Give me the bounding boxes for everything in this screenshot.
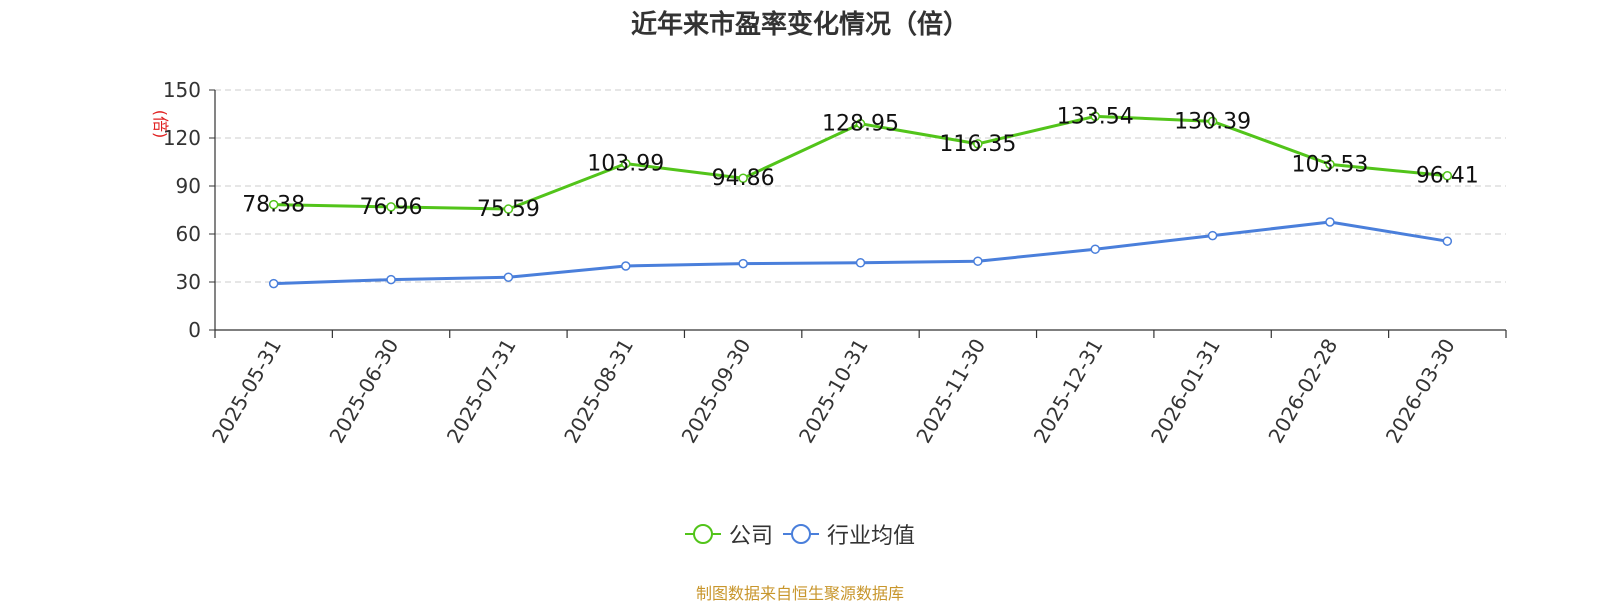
data-label: 116.35 [939, 132, 1016, 157]
data-point [386, 274, 396, 285]
series-lines [268, 111, 1453, 289]
series-line [273, 220, 1448, 286]
x-tick-label: 2025-05-31 [207, 335, 286, 448]
line-chart: 0 30 60 90 120 150 2025-05-31 2025-06-30 2025-07… [151, 78, 1507, 448]
data-point [621, 261, 631, 271]
data-label: 130.39 [1174, 109, 1251, 134]
y-tick-label: 90 [176, 174, 201, 198]
y-tick-label: 150 [163, 78, 201, 102]
data-point [268, 278, 279, 289]
y-tick-label: 120 [163, 126, 201, 150]
data-point [973, 256, 983, 266]
data-point [855, 118, 866, 129]
legend-item[interactable]: 公司 [684, 518, 773, 550]
data-label: 76.96 [360, 195, 423, 220]
data-point [1090, 244, 1100, 254]
data-point [1207, 116, 1218, 127]
x-tick-label: 2025-11-30 [911, 335, 990, 448]
chart-title: 近年来市盈率变化情况（倍） [630, 10, 969, 40]
x-tick-label: 2026-02-28 [1263, 335, 1342, 448]
data-point [268, 199, 279, 210]
legend-item[interactable]: 行业均值 [783, 518, 915, 550]
data-label: 103.99 [587, 152, 664, 177]
data-point [1442, 170, 1453, 181]
data-point [1325, 217, 1335, 227]
data-point [738, 258, 748, 269]
y-tick-label: 0 [188, 318, 201, 342]
data-label: 94.86 [712, 166, 775, 191]
data-point [1325, 159, 1335, 170]
grid-lines [215, 89, 1506, 283]
x-tick-label: 2025-10-31 [794, 335, 873, 448]
source-note: 制图数据来自恒生聚源数据库 [695, 584, 904, 603]
data-label: 78.38 [242, 193, 305, 218]
data-label: 96.41 [1416, 164, 1479, 189]
data-point [621, 158, 631, 169]
data-point [1090, 111, 1100, 122]
legend-symbol-icon [684, 524, 721, 544]
y-axis-label: (倍) [151, 110, 170, 139]
x-tick-label: 2026-01-31 [1146, 335, 1225, 448]
data-labels: 78.38 76.96 75.59 103.99 94.86 128.95 116.35 13… [242, 104, 1479, 222]
data-label: 133.54 [1057, 104, 1134, 129]
y-tick-label: 30 [176, 270, 201, 294]
data-point [386, 202, 396, 212]
x-tick-label: 2025-06-30 [324, 334, 403, 447]
y-tick-label: 60 [176, 222, 201, 246]
data-point [1207, 230, 1218, 241]
data-point [503, 204, 514, 214]
x-tick-label: 2025-12-31 [1029, 335, 1108, 448]
x-tick-label: 2025-09-30 [677, 335, 756, 448]
x-tick-label: 2025-08-31 [559, 335, 638, 448]
data-point [738, 173, 748, 183]
legend-label: 行业均值 [827, 524, 916, 549]
data-label: 103.53 [1291, 152, 1368, 177]
legend: 公司 行业均值 [0, 518, 1600, 550]
data-point [1442, 236, 1453, 246]
legend-label: 公司 [728, 524, 773, 549]
data-label: 75.59 [477, 197, 540, 222]
x-tick-label: 2025-07-31 [442, 335, 521, 448]
legend-symbol-icon [783, 524, 819, 544]
data-label: 128.95 [822, 112, 899, 137]
data-point [973, 139, 983, 149]
data-point [503, 272, 514, 282]
x-tick-label: 2026-03-30 [1381, 335, 1460, 448]
data-point [855, 258, 866, 268]
